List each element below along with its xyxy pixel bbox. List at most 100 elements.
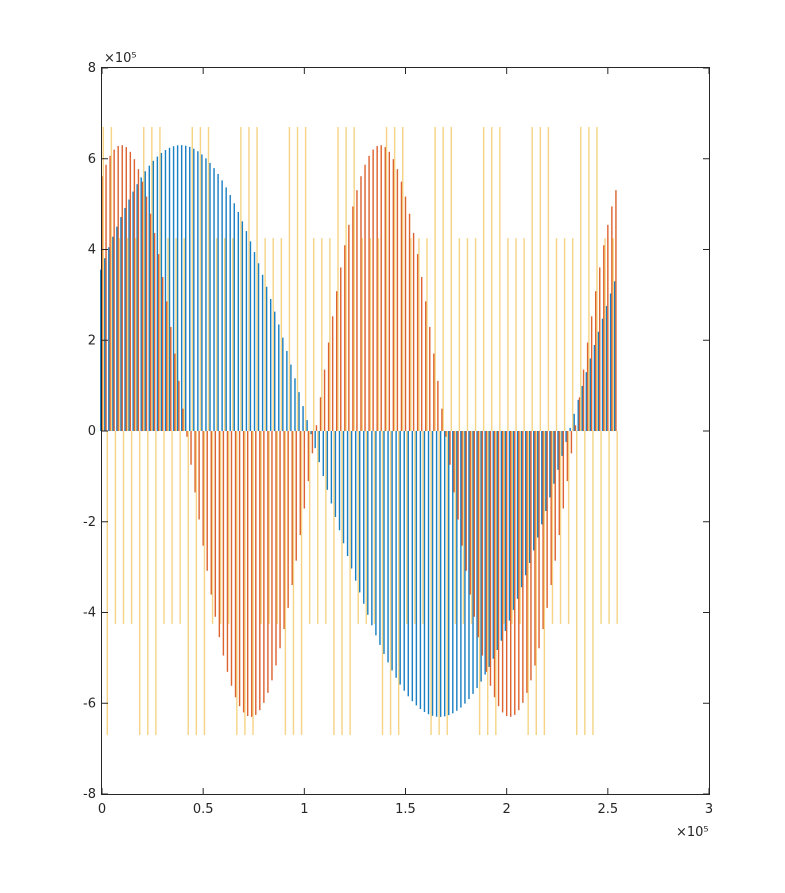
bar-s3 <box>426 238 428 431</box>
bar-s1 <box>257 263 260 431</box>
bar-s1 <box>431 431 434 716</box>
bar-s1 <box>480 431 482 682</box>
bar-s1 <box>156 156 159 432</box>
bar-s2 <box>380 145 382 431</box>
axis-ticks: 0 0.5 1 1.5 2 2.5 3 -8 -6 -4 -2 0 2 4 6 8 <box>83 61 713 817</box>
bar-s1 <box>205 158 207 431</box>
x-tick-label: 0.5 <box>193 802 214 817</box>
bar-s1 <box>545 431 547 511</box>
bar-s2 <box>425 301 427 431</box>
bar-s3 <box>272 238 274 431</box>
bar-s1 <box>371 431 373 626</box>
bar-s1 <box>528 431 531 563</box>
y-tick-label: 2 <box>88 333 96 348</box>
bar-s2 <box>461 431 463 546</box>
bar-s2 <box>242 431 245 713</box>
bar-s3 <box>571 238 574 431</box>
bar-s3 <box>474 238 477 431</box>
bar-s3 <box>377 238 380 431</box>
x-tick-label: 1 <box>300 802 308 817</box>
bar-s3 <box>155 431 157 736</box>
bar-s3 <box>491 126 493 432</box>
bar-s2 <box>582 369 585 431</box>
bar-s1 <box>488 431 490 667</box>
bar-s2 <box>364 164 366 431</box>
x-exponent-label: ×10⁵ <box>676 825 709 840</box>
bar-s2 <box>178 380 180 431</box>
bar-s3 <box>567 431 570 624</box>
bar-s3 <box>381 431 384 736</box>
bar-s1 <box>512 431 515 610</box>
bar-s3 <box>418 238 420 431</box>
bar-s3 <box>151 126 153 432</box>
bar-s2 <box>259 431 261 711</box>
bar-s1 <box>367 431 369 615</box>
bar-s3 <box>487 431 489 736</box>
bar-s2 <box>202 431 204 546</box>
bar-s3 <box>499 126 501 432</box>
bar-s1 <box>193 148 195 431</box>
bar-s3 <box>114 431 117 624</box>
bar-s1 <box>269 299 272 431</box>
bar-s1 <box>391 431 393 671</box>
bar-s2 <box>566 431 569 482</box>
bar-s3 <box>163 431 165 624</box>
bar-s2 <box>473 431 476 617</box>
bar-s3 <box>341 431 343 736</box>
bar-s3 <box>373 431 376 624</box>
bar-s1 <box>492 431 494 659</box>
bar-s1 <box>180 145 183 431</box>
bar-s2 <box>542 431 544 630</box>
bar-s3 <box>438 431 440 736</box>
bar-s3 <box>256 126 258 432</box>
bar-s3 <box>576 431 578 736</box>
bar-s3 <box>199 126 202 432</box>
bar-s2 <box>327 342 330 431</box>
bar-s2 <box>607 224 609 431</box>
bar-s1 <box>346 431 349 557</box>
bar-s3 <box>495 431 497 736</box>
y-tick-label: -6 <box>83 696 96 711</box>
bar-s1 <box>342 431 345 544</box>
bar-s2 <box>230 431 233 686</box>
bar-s3 <box>563 238 566 431</box>
bar-s1 <box>411 431 414 702</box>
bar-s1 <box>294 378 296 431</box>
bar-s1 <box>116 226 118 431</box>
bar-s3 <box>195 431 198 736</box>
bar-s3 <box>138 431 141 736</box>
bar-s3 <box>276 431 278 624</box>
bar-s2 <box>526 431 528 693</box>
bar-s1 <box>557 431 559 470</box>
bar-s1 <box>549 431 551 498</box>
bar-s2 <box>518 431 520 711</box>
bar-s2 <box>149 213 152 431</box>
bar-s2 <box>263 431 265 703</box>
bar-s2 <box>299 431 301 536</box>
bar-s1 <box>253 252 256 431</box>
bar-s1 <box>609 293 612 431</box>
bar-s2 <box>550 431 552 586</box>
bar-s2 <box>501 431 504 713</box>
bar-s2 <box>489 431 492 686</box>
bar-s3 <box>470 431 473 624</box>
bar-s2 <box>457 431 459 520</box>
y-tick-label: 8 <box>88 61 96 76</box>
bar-s1 <box>209 162 211 432</box>
bar-s1 <box>274 311 276 431</box>
bar-s1 <box>577 399 579 431</box>
bar-s1 <box>561 431 563 456</box>
bar-s1 <box>278 324 280 431</box>
bar-s1 <box>581 385 583 431</box>
bar-s3 <box>434 126 436 432</box>
bar-s3 <box>482 126 485 432</box>
bar-s3 <box>531 126 533 432</box>
bar-s2 <box>356 190 358 431</box>
bar-s1 <box>419 431 422 710</box>
bar-s1 <box>322 431 324 477</box>
bar-s1 <box>597 331 600 431</box>
bar-s2 <box>420 276 423 431</box>
bar-s1 <box>605 305 608 431</box>
bar-s1 <box>565 431 567 442</box>
